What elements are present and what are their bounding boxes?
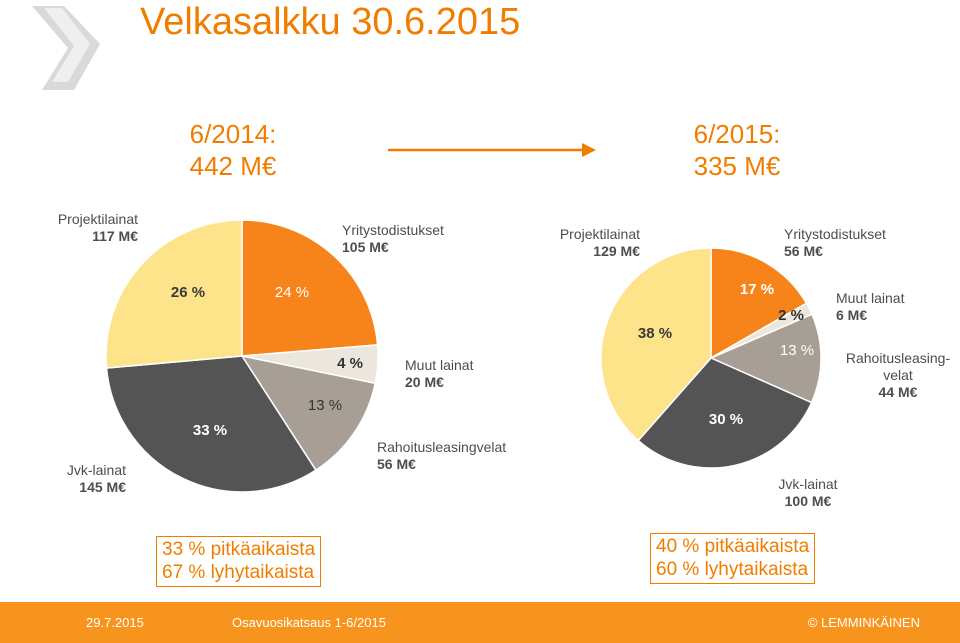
heading-2014-period: 6/2014: xyxy=(189,119,277,149)
heading-2015: 6/2015: 335 M€ xyxy=(662,118,812,182)
label-2015-muut-lainat: Muut lainat 6 M€ xyxy=(836,290,905,323)
pie-slice-2015-rahoitusleasing-velat xyxy=(709,313,822,404)
footer-date: 29.7.2015 xyxy=(86,615,144,630)
pie-percent-label-2014-muut-lainat: 4 % xyxy=(337,355,363,372)
label-2014-projektilainat: Projektilainat 117 M€ xyxy=(57,211,138,244)
pie-slice-2015-projektilainat xyxy=(600,247,712,442)
pie-percent-label-2015-yritystodistukset: 17 % xyxy=(740,281,774,298)
maturity-2015-long: 40 % pitkäaikaista xyxy=(656,536,810,557)
pie-slice-2014-jvk-lainat xyxy=(105,355,317,493)
company-logo xyxy=(32,6,100,90)
footer-bar xyxy=(0,602,960,643)
heading-2015-period: 6/2015: xyxy=(693,119,781,149)
pie-percent-label-2014-rahoitusleasingvelat: 13 % xyxy=(308,397,342,414)
maturity-2014-long: 33 % pitkäaikaista xyxy=(162,539,316,560)
pie-slice-2015-jvk-lainat xyxy=(637,357,813,469)
pie-percent-label-2014-projektilainat: 26 % xyxy=(171,284,205,301)
pie-slice-2014-rahoitusleasingvelat xyxy=(240,354,377,472)
footer-report-title: Osavuosikatsaus 1-6/2015 xyxy=(232,615,386,630)
footer-copyright: © LEMMINKÄINEN xyxy=(807,615,920,630)
label-2014-jvk-lainat: Jvk-lainat 145 M€ xyxy=(66,462,126,495)
pie-charts: 24 % 4 % 13 % 33 % 26 % 17 %2 % 13 % 30 % 38 % xyxy=(105,219,822,493)
pie-percent-label-2015-rahoitusleasing-velat: 13 % xyxy=(780,342,814,359)
heading-2014-total: 442 M€ xyxy=(189,151,277,181)
pie-percent-label-2014-jvk-lainat: 33 % xyxy=(193,422,227,439)
pie-percent-label-2015-muut-lainat: 2 % xyxy=(778,307,804,324)
heading-2014: 6/2014: 442 M€ xyxy=(168,118,298,182)
maturity-2014-short: 67 % lyhytaikaista xyxy=(162,562,315,583)
label-2014-yritystodistukset: Yritystodistukset 105 M€ xyxy=(342,222,444,255)
heading-2015-total: 335 M€ xyxy=(693,151,781,181)
maturity-box-2015: 40 % pitkäaikaista 60 % lyhytaikaista xyxy=(650,533,816,584)
pie-slice-2014-yritystodistukset xyxy=(241,219,379,357)
pie-slice-2014-projektilainat xyxy=(105,219,243,369)
label-2015-projektilainat: Projektilainat 129 M€ xyxy=(559,226,640,259)
label-2014-muut-lainat: Muut lainat 20 M€ xyxy=(405,357,474,390)
label-2015-yritystodistukset: Yritystodistukset 56 M€ xyxy=(784,226,886,259)
pie-percent-label-2015-projektilainat: 38 % xyxy=(638,325,672,342)
maturity-2015-short: 60 % lyhytaikaista xyxy=(656,559,809,580)
pie-percent-label-2015-jvk-lainat: 30 % xyxy=(709,411,743,428)
label-2015-rahoitusleasingvelat: Rahoitusleasing- velat 44 M€ xyxy=(845,350,951,400)
arrow-right-icon xyxy=(388,143,596,157)
label-2015-jvk-lainat: Jvk-lainat 100 M€ xyxy=(778,476,838,509)
pie-percent-label-2014-yritystodistukset: 24 % xyxy=(275,284,309,301)
pie-slice-2015-yritystodistukset xyxy=(710,247,808,360)
page-title: Velkasalkku 30.6.2015 xyxy=(140,1,521,43)
maturity-box-2014: 33 % pitkäaikaista 67 % lyhytaikaista xyxy=(156,536,322,587)
label-2014-rahoitusleasingvelat: Rahoitusleasingvelat 56 M€ xyxy=(377,439,507,472)
